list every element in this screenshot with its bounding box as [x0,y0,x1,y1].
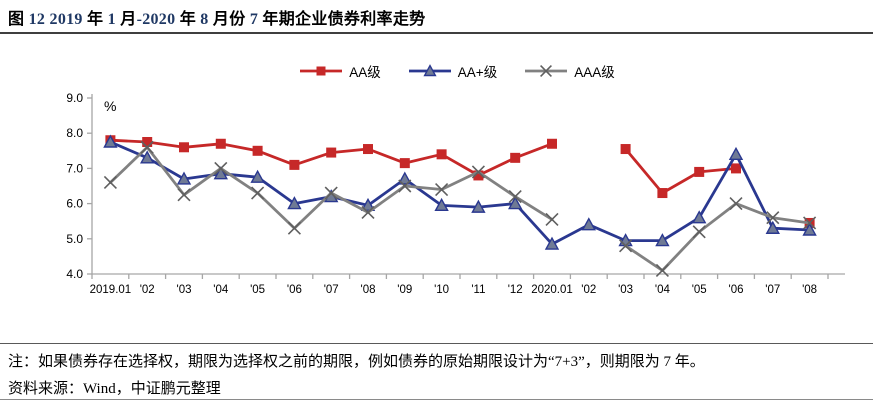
svg-text:'03: '03 [618,284,633,296]
aaplus-series-key-icon [408,64,451,77]
svg-text:'07: '07 [765,284,780,296]
svg-text:5.0: 5.0 [66,232,83,246]
svg-text:'03: '03 [177,284,192,296]
svg-text:'11: '11 [471,284,485,296]
aa-series-key-icon [300,66,343,76]
svg-text:'12: '12 [508,284,523,296]
svg-text:2020.01: 2020.01 [531,284,573,296]
aaa-series-key-icon [525,65,568,77]
svg-text:'06: '06 [287,284,302,296]
legend-item-aaplus: AA+级 [407,61,497,81]
svg-text:2019.01: 2019.01 [90,284,132,296]
svg-text:'04: '04 [213,284,229,296]
svg-text:'05: '05 [250,284,265,296]
svg-text:%: % [104,98,116,114]
svg-text:'10: '10 [434,284,449,296]
svg-text:'04: '04 [655,284,671,296]
svg-text:'05: '05 [692,284,707,296]
data-source: 资料来源：Wind，中证鹏元整理 [8,381,221,397]
figure-title: 图 12 2019 年 1 月-2020 年 8 月份 7 年期企业债券利率走势 [8,11,426,28]
svg-text:'08: '08 [802,284,817,296]
legend-label-aaplus: AA+级 [457,65,498,80]
svg-text:'09: '09 [397,284,412,296]
svg-text:8.0: 8.0 [66,126,83,140]
svg-text:'02: '02 [140,284,155,296]
footnote: 注：如果债券存在选择权，期限为选择权之前的期限，例如债券的原始期限设计为“7+3… [8,354,705,370]
svg-text:'08: '08 [361,284,376,296]
legend-label-aa: AA级 [349,65,381,80]
svg-text:7.0: 7.0 [66,161,83,175]
svg-text:'02: '02 [581,284,596,296]
svg-text:4.0: 4.0 [66,267,83,281]
svg-text:'06: '06 [729,284,744,296]
svg-text:'07: '07 [324,284,339,296]
title-rule [0,32,873,34]
legend-label-aaa: AAA级 [574,65,615,80]
chart-legend: AA级 AA+级 AAA级 [0,61,873,81]
legend-item-aaa: AAA级 [523,61,615,81]
svg-text:9.0: 9.0 [66,91,83,105]
bottom-rule [0,399,873,400]
svg-text:6.0: 6.0 [66,197,83,211]
note-rule [0,343,873,344]
legend-item-aa: AA级 [298,61,381,81]
